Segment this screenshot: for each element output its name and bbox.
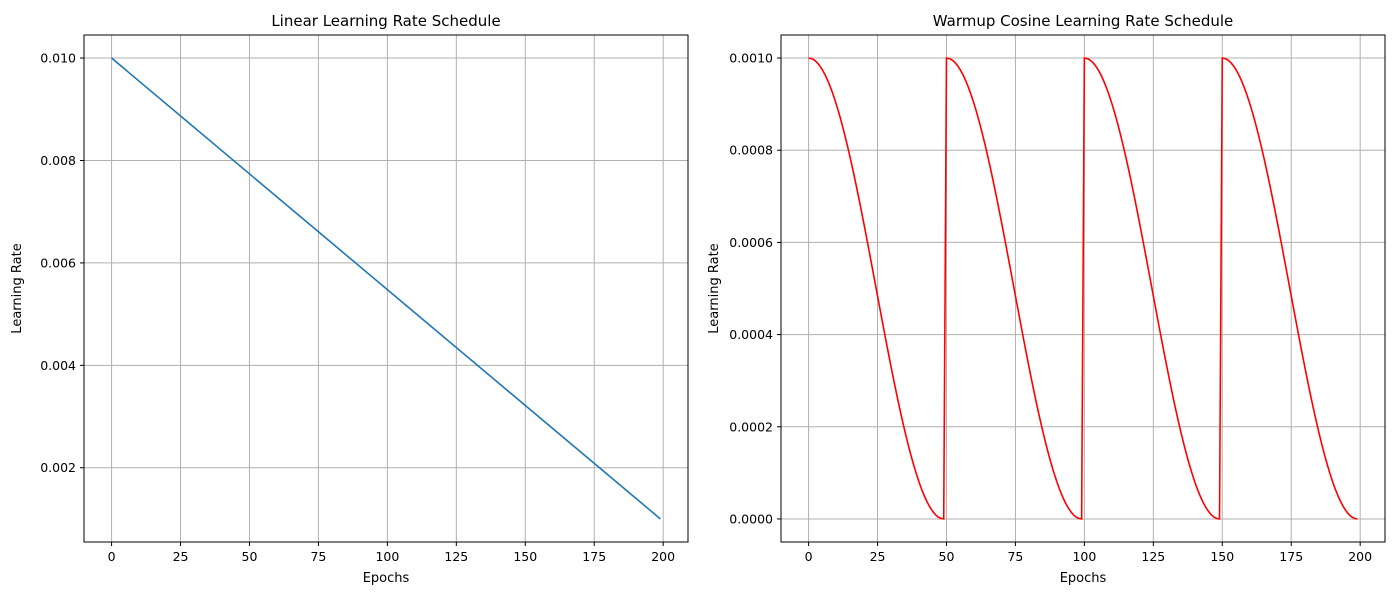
x-tick-label: 25 <box>173 549 189 564</box>
y-tick-label: 0.0006 <box>729 235 773 250</box>
x-tick-label: 200 <box>651 549 675 564</box>
series-line-1 <box>808 57 1358 520</box>
y-tick-label: 0.004 <box>40 358 76 373</box>
chart-panel-2: 0 25 50 75 100 125 150 175 200 0.0000 0.0002 0.0004… <box>707 12 1386 586</box>
x-tick-label: 100 <box>1072 549 1096 564</box>
x-tick-label: 175 <box>582 549 606 564</box>
x-tick-label: 50 <box>242 549 258 564</box>
y-tick-label: 0.0010 <box>729 51 773 66</box>
y-tick-label: 0.008 <box>40 153 76 168</box>
y-tick-label: 0.0002 <box>729 419 773 434</box>
x-tick-label: 175 <box>1279 549 1303 564</box>
x-axis-label: Epochs <box>1060 571 1107 586</box>
y-axis-label: Learning Rate <box>10 243 25 333</box>
x-tick-label: 75 <box>310 549 326 564</box>
x-tick-label: 150 <box>1210 549 1234 564</box>
y-tick-label: 0.0008 <box>729 143 773 158</box>
x-tick-label: 0 <box>108 549 116 564</box>
x-tick-label: 200 <box>1348 549 1372 564</box>
x-axis-label: Epochs <box>363 571 410 586</box>
x-tick-label: 100 <box>375 549 399 564</box>
x-tick-label: 25 <box>870 549 886 564</box>
axes-frame <box>780 34 1386 543</box>
chart-title: Warmup Cosine Learning Rate Schedule <box>933 12 1234 30</box>
y-tick-label: 0.010 <box>40 51 76 66</box>
y-tick-label: 0.0004 <box>729 327 773 342</box>
x-tick-label: 150 <box>513 549 537 564</box>
x-tick-label: 125 <box>1141 549 1165 564</box>
chart-title: Linear Learning Rate Schedule <box>271 12 500 30</box>
series-line-1 <box>111 57 661 520</box>
y-tick-label: 0.006 <box>40 255 76 270</box>
y-tick-label: 0.002 <box>40 460 76 475</box>
y-tick-label: 0.0000 <box>729 511 773 526</box>
chart-panel-1: 0 25 50 75 100 125 150 175 200 0.002 0.004 0.006 0.0… <box>10 12 689 586</box>
axes-frame <box>83 34 689 543</box>
x-tick-label: 125 <box>444 549 468 564</box>
x-tick-label: 0 <box>805 549 813 564</box>
x-tick-label: 75 <box>1007 549 1023 564</box>
x-tick-label: 50 <box>939 549 955 564</box>
y-axis-label: Learning Rate <box>707 243 722 333</box>
